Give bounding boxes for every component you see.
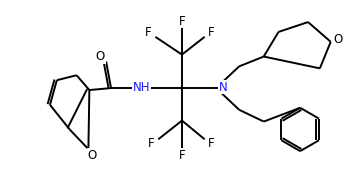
Text: F: F (148, 137, 155, 150)
Text: F: F (145, 26, 152, 39)
Text: NH: NH (133, 81, 150, 94)
Text: N: N (219, 81, 228, 94)
Text: F: F (179, 149, 185, 162)
Text: F: F (179, 15, 185, 28)
Text: O: O (333, 33, 342, 46)
Text: F: F (208, 26, 215, 39)
Text: F: F (208, 137, 215, 150)
Text: O: O (88, 149, 97, 162)
Text: O: O (95, 50, 105, 63)
